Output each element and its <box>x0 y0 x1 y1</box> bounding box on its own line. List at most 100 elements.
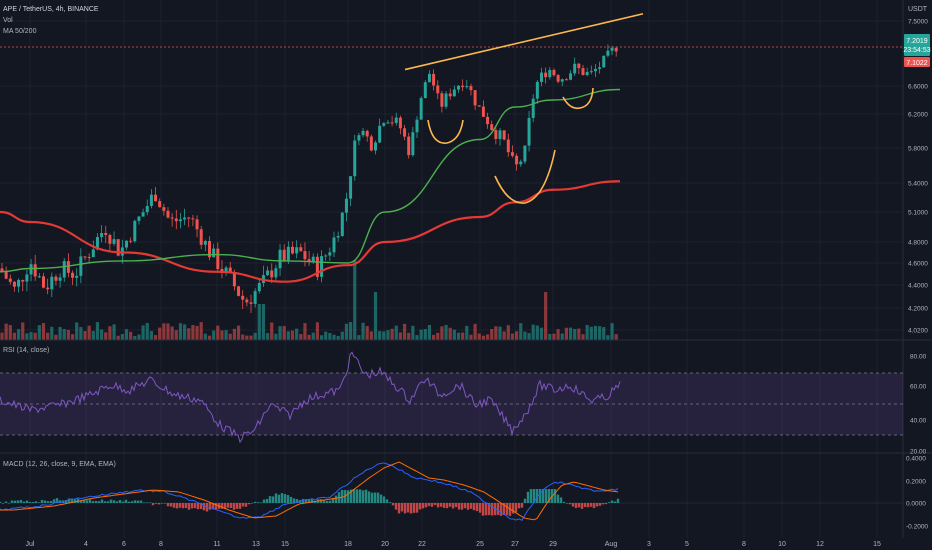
price-tick-label: 7.5000 <box>908 19 928 26</box>
volume-bar <box>444 324 448 340</box>
volume-bar <box>286 331 290 340</box>
volume-bar <box>544 292 548 340</box>
volume-bar <box>112 324 116 340</box>
macd-histogram-bar <box>604 503 608 505</box>
time-axis[interactable]: Jul 4 6 8 11 13 15 18 20 22 25 27 29 Aug 3 5 8 10 12 15 <box>26 541 881 548</box>
candle-body <box>249 302 253 304</box>
candle-body <box>245 299 249 303</box>
candle-body <box>569 73 573 80</box>
candle-body <box>278 249 282 269</box>
volume-bar <box>158 327 162 340</box>
candle-body <box>481 106 485 117</box>
macd-histogram-bar <box>172 503 176 508</box>
candle-body <box>486 116 490 125</box>
macd-tick-label: 0.4000 <box>906 456 926 463</box>
volume-bar <box>498 326 502 340</box>
candle-body <box>614 47 618 52</box>
macd-histogram-bar <box>415 503 419 513</box>
ma-label[interactable]: MA 50/200 <box>3 28 37 35</box>
volume-bar <box>249 335 253 340</box>
candle-body <box>237 286 241 296</box>
macd-histogram-bar <box>556 494 560 503</box>
candle-body <box>398 117 402 129</box>
volume-bar <box>411 325 415 340</box>
macd-histogram-bar <box>136 500 140 503</box>
volume-bar <box>79 327 83 340</box>
candle-body <box>282 249 286 261</box>
time-tick-label: 15 <box>281 541 289 548</box>
candle-body <box>510 152 514 156</box>
volume-bar <box>419 329 423 340</box>
volume-bar <box>266 333 270 340</box>
candle-body <box>116 239 120 256</box>
candle-body <box>585 72 589 76</box>
volume-bar <box>282 326 286 340</box>
volume-bar <box>402 323 407 340</box>
candle-body <box>390 122 394 124</box>
macd-histogram-bar <box>400 503 404 512</box>
volume-bar <box>461 332 465 340</box>
candle-body <box>336 235 340 238</box>
macd-histogram-bar <box>322 499 326 503</box>
candles[interactable] <box>0 44 618 313</box>
candle-body <box>125 240 128 248</box>
volume-bar <box>398 332 402 340</box>
volume-bar <box>469 334 473 340</box>
candle-body <box>83 256 87 258</box>
macd-histogram-bar <box>103 501 107 503</box>
volume-bar <box>141 325 145 340</box>
macd-histogram-bar <box>409 503 413 514</box>
macd-histogram-bar <box>403 503 407 514</box>
volume-bar <box>598 326 602 340</box>
candle-body <box>315 256 319 277</box>
candle-body <box>104 233 108 235</box>
volume-bar <box>241 334 245 340</box>
volume-bar <box>328 332 332 340</box>
candle-body <box>452 89 456 97</box>
candle-body <box>66 261 70 273</box>
volume-bar <box>145 322 149 340</box>
ma-price-badge: 7.1022 <box>906 60 928 67</box>
volume-bar <box>519 323 523 340</box>
volume-bar <box>394 325 398 340</box>
volume-bar <box>506 325 510 340</box>
candle-body <box>403 128 407 137</box>
candle-body <box>274 268 278 278</box>
ma-price-badge-bg <box>904 57 930 67</box>
time-tick-label: 8 <box>159 541 163 548</box>
macd-histogram-bar <box>601 503 605 505</box>
macd-label[interactable]: MACD (12, 26, close, 9, EMA, EMA) <box>3 461 116 468</box>
macd-histogram-bar <box>25 500 29 503</box>
candle-body <box>469 86 473 91</box>
macd-histogram-bar <box>220 503 224 509</box>
macd-histogram-bar <box>382 496 386 503</box>
rsi-tick-label: 60.00 <box>910 384 927 391</box>
volume-label[interactable]: Vol <box>3 17 13 24</box>
macd-histogram-bar <box>469 503 473 509</box>
macd-histogram-bar <box>310 498 314 503</box>
candle-body <box>8 278 12 282</box>
macd-histogram-bar <box>223 503 227 509</box>
macd-histogram-bar <box>40 499 44 503</box>
symbol-title[interactable]: APE / TetherUS, 4h, BINANCE <box>3 6 99 13</box>
volume-bar <box>319 335 324 340</box>
rsi-label[interactable]: RSI (14, close) <box>3 347 49 354</box>
volume-bar <box>332 334 336 340</box>
macd-histogram-bar <box>187 503 191 510</box>
macd-histogram-bar <box>271 496 275 503</box>
candle-body <box>241 295 245 300</box>
macd-histogram-bar <box>196 503 200 510</box>
macd-histogram-bar <box>139 500 143 503</box>
candle-body <box>228 267 232 273</box>
candle-body <box>133 220 137 242</box>
volume-bar <box>274 333 278 340</box>
macd-histogram-bar <box>268 496 272 503</box>
candle-body <box>216 248 220 269</box>
volume-bar <box>178 323 183 340</box>
macd-histogram-bar <box>427 503 431 507</box>
volume-bar <box>116 335 120 340</box>
volume-bar <box>29 332 33 340</box>
macd-histogram-bar <box>55 498 59 503</box>
price-axis[interactable]: 7.5000 6.6000 6.2000 5.8000 5.4000 5.1000 4.80… <box>908 19 928 335</box>
